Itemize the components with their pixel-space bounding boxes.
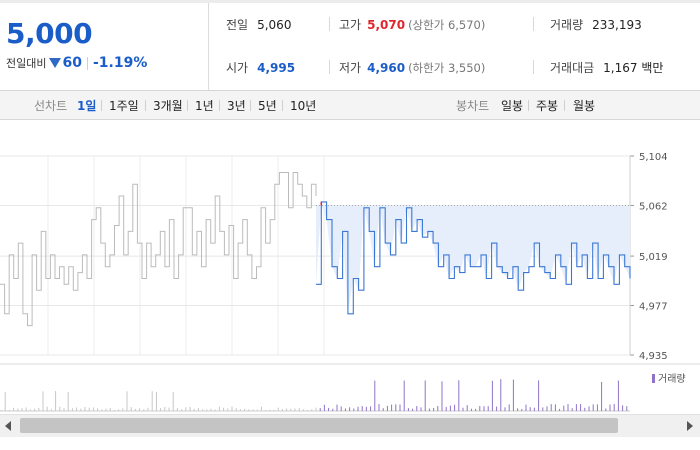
series-current-line [316,201,631,315]
stat-prev-close-value: 5,060 [257,17,292,32]
toolbar-divider [564,100,565,111]
period-5y[interactable]: 5년 [258,99,277,113]
stat-high-sub: (상한가 6,570) [408,17,486,32]
price-panel: 5,000 전일대비 60 -1.19% [0,3,209,90]
period-10y[interactable]: 10년 [290,99,317,113]
toolbar-divider [528,100,529,111]
toolbar-divider [250,100,251,111]
line-chart-label: 선차트 [34,99,68,113]
y-tick-label: 5,019 [639,252,668,263]
toolbar-divider [101,100,102,111]
series-previous-line [0,172,317,327]
stat-open-value: 4,995 [257,60,296,75]
stat-divider [329,60,330,74]
toolbar-divider [282,100,283,111]
stat-amount: 거래대금 1,167 백만 [550,59,663,76]
y-tick-label: 5,104 [639,152,668,163]
stat-open-label: 시가 [226,61,249,75]
change-divider [86,56,88,70]
stat-high: 고가 5,070 (상한가 6,570) [339,16,485,33]
change-percent: -1.19% [92,55,148,71]
stat-divider [533,17,534,31]
stat-volume-label: 거래량 [550,18,584,32]
stat-volume: 거래량 233,193 [550,16,642,33]
stat-low-label: 저가 [339,61,362,75]
y-tick-label: 4,935 [639,351,668,362]
candle-chart-label: 봉차트 [456,99,490,113]
change-value: 60 [62,55,82,71]
y-tick-label: 5,062 [639,201,668,212]
candle-monthly[interactable]: 월봉 [573,99,596,113]
scroll-thumb[interactable] [20,418,618,433]
change-label: 전일대비 [6,57,47,70]
stat-prev-close-label: 전일 [226,18,249,32]
candle-weekly[interactable]: 주봉 [536,99,559,113]
stat-divider [329,17,330,31]
period-1d[interactable]: 1일 [77,99,97,113]
current-price: 5,000 [6,17,93,50]
y-tick-label: 4,977 [639,302,668,313]
period-3m[interactable]: 3개월 [153,99,183,113]
top-border [0,0,700,3]
scroll-left-icon[interactable] [5,421,11,431]
period-1w[interactable]: 1주일 [109,99,139,113]
candle-daily[interactable]: 일봉 [501,99,524,113]
period-3y[interactable]: 3년 [227,99,246,113]
stat-prev-close: 전일 5,060 [226,16,291,33]
toolbar-divider [219,100,220,111]
chart-toolbar: 선차트 1일 1주일 3개월 1년 3년 5년 10년 봉차트 일봉 주봉 월봉 [0,91,700,120]
stat-volume-value: 233,193 [592,17,642,32]
stat-high-label: 고가 [339,18,362,32]
stat-high-value: 5,070 [367,17,406,32]
stat-low-value: 4,960 [367,60,406,75]
quote-header: 5,000 전일대비 60 -1.19% 전일 5,060 시가 4,995 고… [0,0,700,91]
stat-low-sub: (하한가 3,550) [408,60,486,75]
toolbar-divider [187,100,188,111]
period-1y[interactable]: 1년 [195,99,214,113]
stat-low: 저가 4,960 (하한가 3,550) [339,59,485,76]
toolbar-divider [145,100,146,111]
stat-amount-label: 거래대금 [550,61,595,75]
chart-scrollbar[interactable] [0,414,700,437]
stats-panel: 전일 5,060 시가 4,995 고가 5,070 (상한가 6,570) 저… [209,3,700,90]
legend-label: 거래량 [658,373,686,385]
price-chart: 5,104 5,062 5,019 4,977 4,935 거래량 [0,152,700,412]
stat-divider [533,60,534,74]
change-row: 전일대비 60 -1.19% [6,55,147,71]
stat-open: 시가 4,995 [226,59,295,76]
scroll-right-icon[interactable] [687,421,693,431]
legend-swatch [652,374,655,383]
series-current-fill [316,205,630,314]
down-triangle-icon [49,58,62,68]
stat-amount-value: 1,167 백만 [603,61,664,75]
